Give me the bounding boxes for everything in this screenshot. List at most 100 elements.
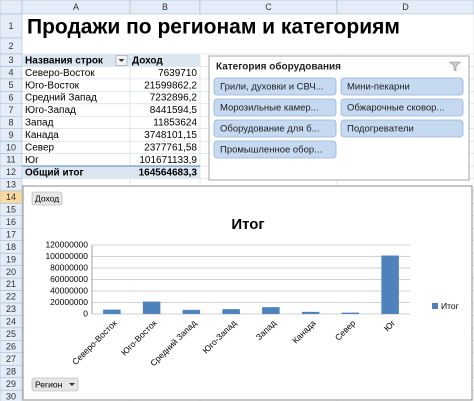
pivot-value: 11853624	[153, 118, 197, 129]
row-number: 30	[6, 391, 16, 401]
pivot-value: 2377761,58	[144, 143, 197, 154]
row-number: 7	[8, 105, 13, 115]
slicer-item-label: Грили, духовки и СВЧ...	[220, 82, 324, 93]
row-number: 12	[6, 167, 16, 177]
pivot-row-label: Канада	[25, 130, 59, 141]
pivot-header-label: Доход	[132, 55, 163, 66]
row-number: 21	[6, 279, 16, 289]
bar	[262, 307, 280, 314]
row-number: 20	[6, 267, 16, 277]
row-number: 19	[6, 254, 16, 264]
legend-label: Итог	[441, 301, 459, 311]
row-number: 29	[6, 379, 16, 389]
field-button-label: Доход	[35, 193, 59, 203]
row-number: 6	[8, 92, 13, 102]
slicer-item-label: Мини-пекарни	[347, 82, 410, 93]
row-number: 24	[6, 317, 16, 327]
pivot-value: 3748101,15	[144, 130, 197, 141]
row-number: 5	[8, 80, 13, 90]
pivot-header-label: Названия строк	[25, 55, 104, 66]
row-number: 22	[6, 292, 16, 302]
slicer-item[interactable]	[340, 98, 464, 117]
legend-swatch	[432, 303, 438, 309]
pivot-value: 21599862,2	[144, 80, 197, 91]
y-tick-label: 100000000	[45, 251, 88, 261]
sheet-title: Продажи по регионам и категориям	[27, 16, 400, 39]
clear-filter-icon[interactable]	[449, 61, 461, 72]
pivot-row-label: Юго-Восток	[25, 80, 80, 91]
title-cell	[22, 14, 474, 54]
y-tick-label: 40000000	[50, 285, 88, 295]
row-number: 18	[6, 242, 16, 252]
slicer-title: Категория оборудования	[216, 61, 341, 73]
slicer-item[interactable]	[340, 77, 464, 96]
bar	[301, 311, 320, 314]
row-number: 23	[6, 304, 16, 314]
chart-title: Итог	[231, 216, 264, 233]
row-number: 15	[6, 205, 16, 215]
y-tick-label: 0	[83, 308, 88, 318]
axis-button-arrow	[69, 383, 75, 386]
pivot-total-value: 164564683,3	[139, 167, 198, 178]
row-header[interactable]	[0, 389, 23, 401]
pivot-value: 101671133,9	[139, 155, 197, 166]
y-tick-label: 80000000	[50, 262, 88, 272]
slicer-item-label: Морозильные камер...	[220, 103, 319, 114]
row-number: 14	[6, 192, 16, 202]
column-label: D	[402, 2, 409, 12]
filter-arrow	[118, 59, 125, 62]
field-button[interactable]	[31, 191, 63, 206]
row-number: 16	[6, 217, 16, 227]
slicer-item[interactable]	[213, 98, 337, 117]
pivot-row-label: Юг	[25, 155, 39, 166]
slicer-item-label: Подогреватели	[347, 124, 414, 135]
slicer	[208, 55, 470, 181]
slicer-item-label: Обжарочные сковор...	[347, 103, 444, 114]
y-tick-label: 60000000	[50, 274, 88, 284]
pivot-row-label: Север	[25, 143, 55, 154]
row-number: 28	[6, 366, 16, 376]
row-number: 4	[8, 68, 13, 78]
slicer-item-label: Оборудование для б...	[220, 124, 319, 135]
pivot-row-label: Средний Запад	[25, 93, 97, 104]
pivot-header	[22, 54, 200, 67]
y-tick-label: 20000000	[50, 297, 88, 307]
pivot-value: 7639710	[158, 68, 197, 79]
axis-button[interactable]	[31, 377, 79, 392]
y-tick-label: 120000000	[45, 239, 88, 249]
bar	[142, 301, 161, 314]
column-label: C	[265, 2, 272, 12]
bar	[381, 255, 399, 314]
slicer-item-label: Промышленное обор...	[220, 145, 322, 156]
bar	[182, 309, 201, 314]
pivot-row-label: Запад	[25, 118, 54, 129]
pivot-row-label: Северо-Восток	[25, 68, 95, 79]
slicer-item[interactable]	[213, 140, 337, 159]
row-number: 26	[6, 341, 16, 351]
bar	[103, 309, 121, 314]
column-label: A	[73, 2, 79, 12]
slicer-item[interactable]	[340, 119, 464, 138]
slicer-item[interactable]	[213, 119, 337, 138]
pivot-value: 8441594,5	[150, 105, 198, 116]
pivot-value: 7232896,2	[150, 93, 198, 104]
column-header[interactable]	[336, 0, 474, 15]
row-number: 10	[6, 142, 16, 152]
row-number: 3	[8, 55, 13, 65]
row-number: 2	[8, 41, 13, 51]
row-number: 25	[6, 329, 16, 339]
pivot-total-label: Общий итог	[25, 166, 84, 178]
pivot-total	[22, 166, 200, 179]
row-number: 9	[8, 130, 13, 140]
pivot-row-label: Юго-Запад	[25, 105, 76, 116]
bar	[222, 309, 240, 314]
row-number: 17	[6, 229, 16, 239]
axis-button-label: Регион	[35, 379, 63, 389]
bar	[341, 312, 360, 314]
column-label: B	[162, 2, 168, 12]
slicer-item[interactable]	[213, 77, 337, 96]
row-number: 13	[6, 180, 16, 190]
row-number: 27	[6, 354, 16, 364]
row-number: 1	[8, 21, 13, 31]
